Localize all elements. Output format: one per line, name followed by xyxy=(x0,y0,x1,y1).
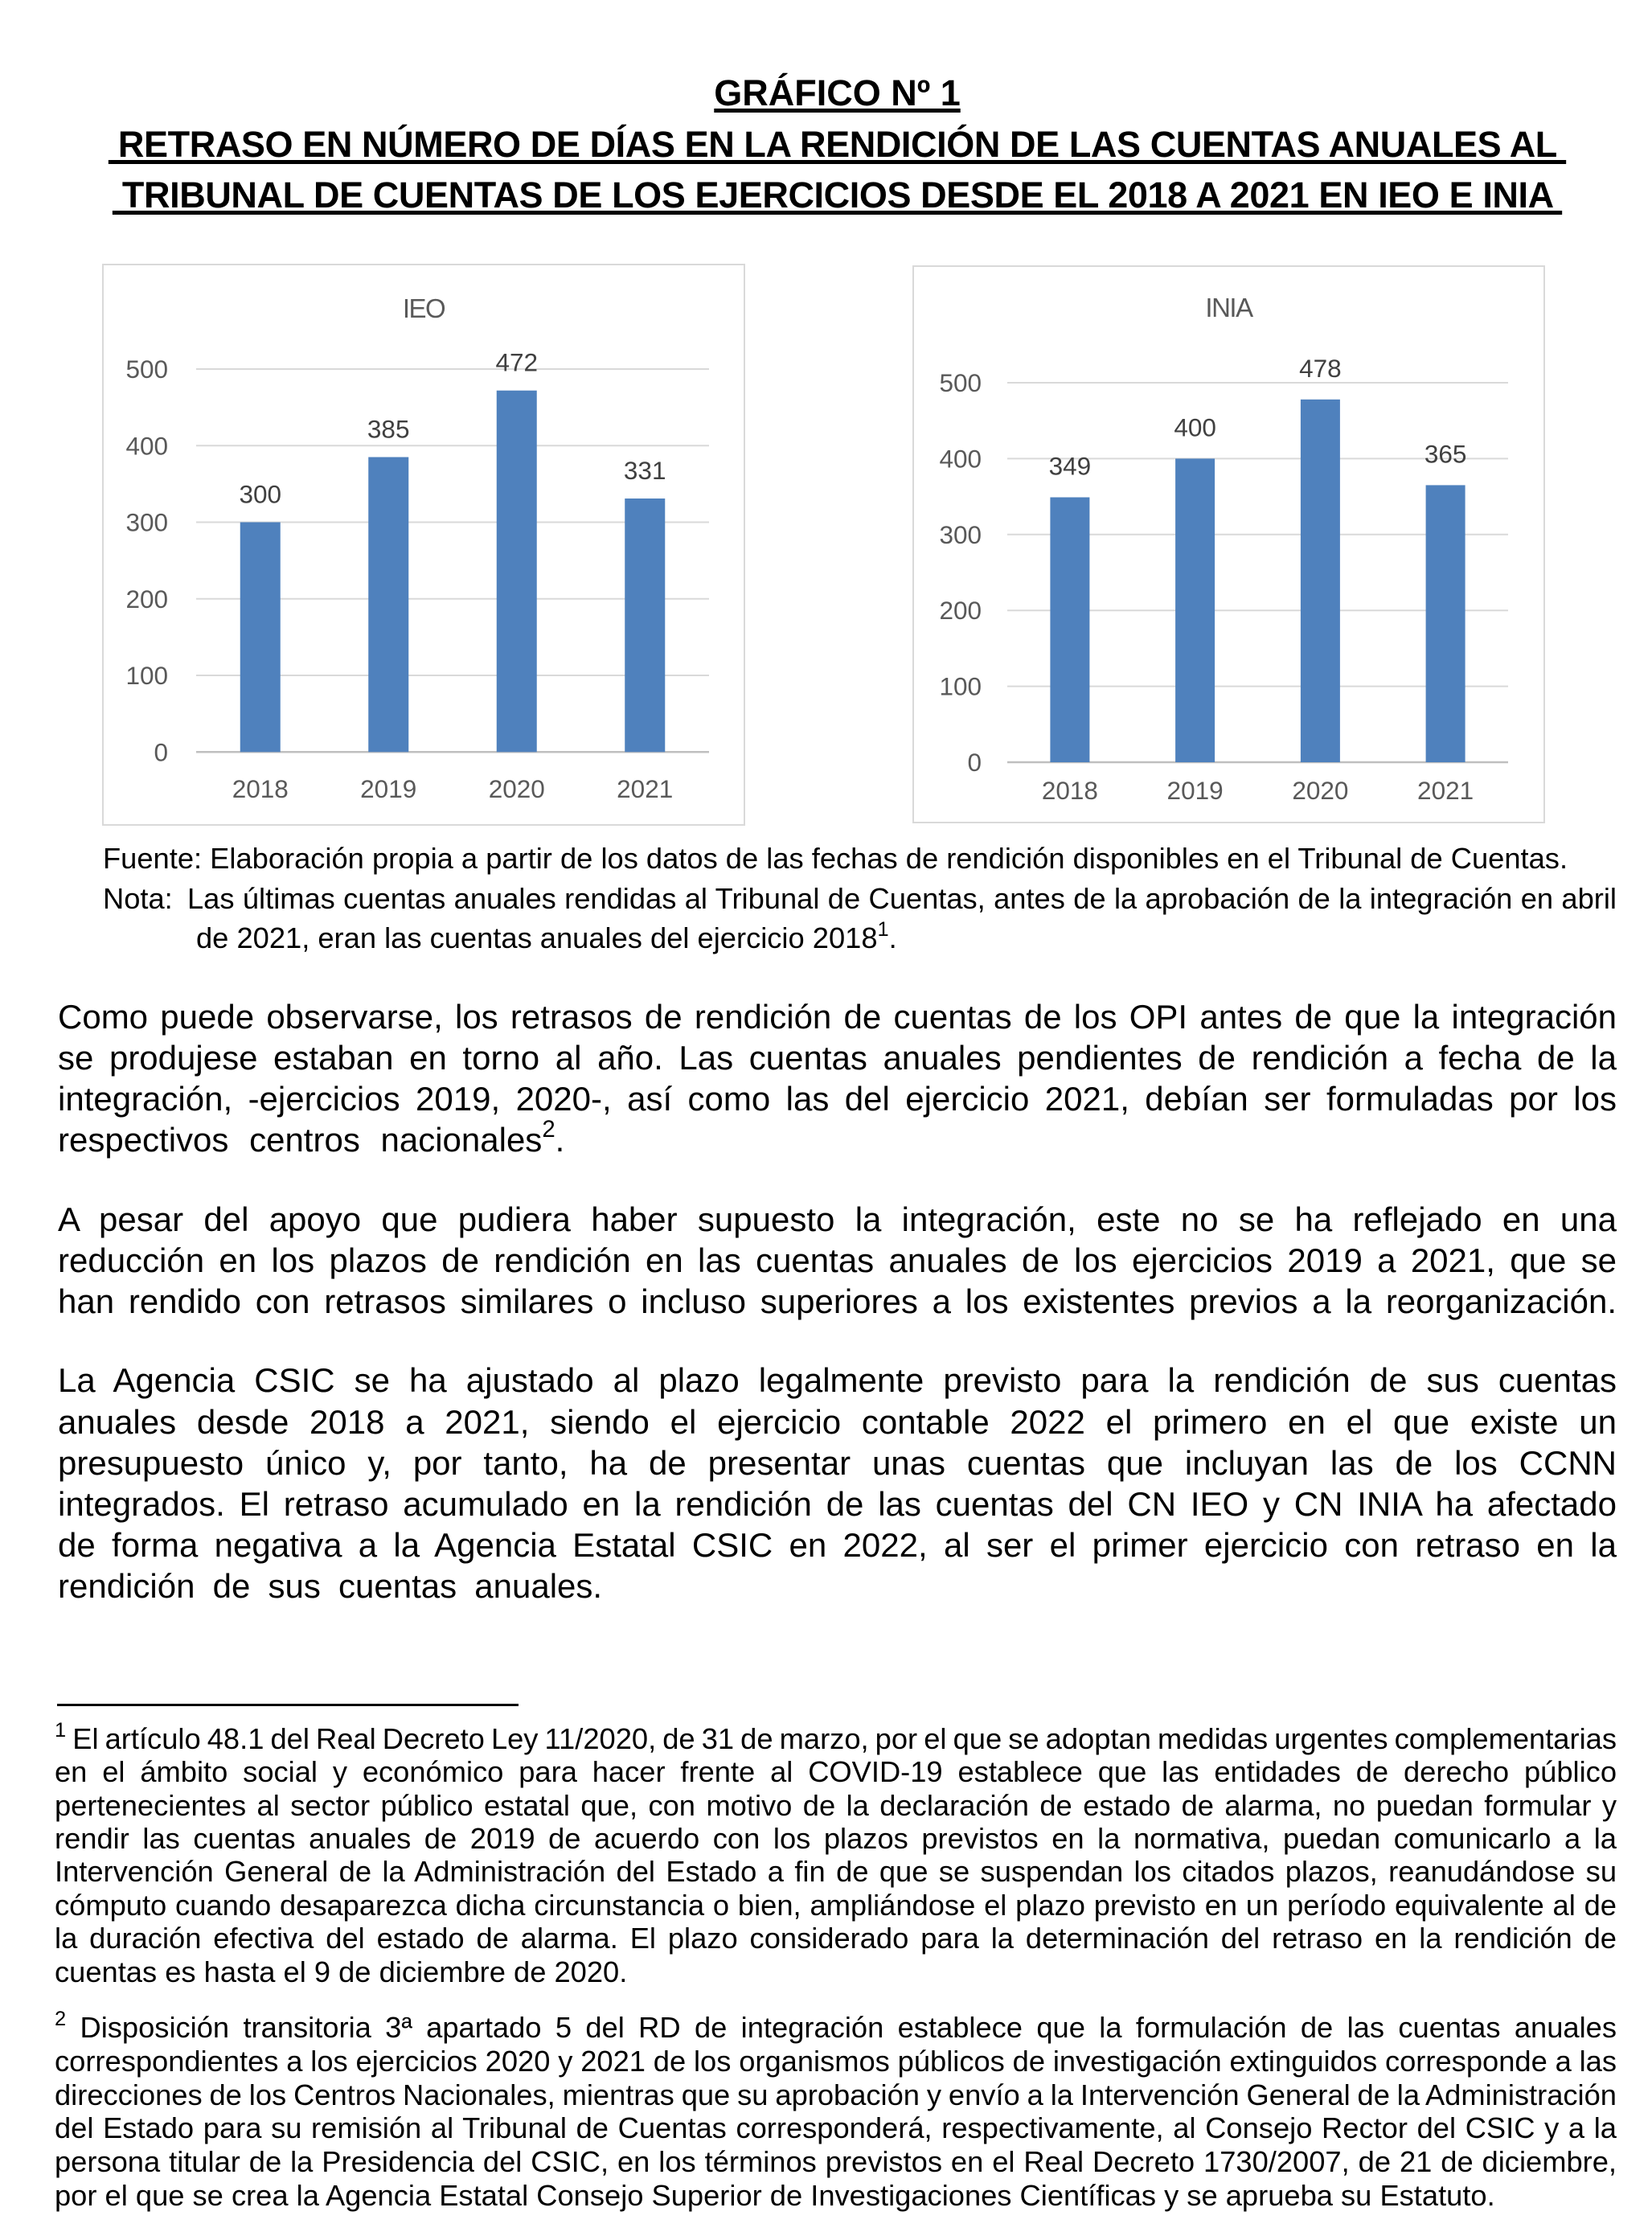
svg-text:500: 500 xyxy=(125,355,168,384)
svg-text:400: 400 xyxy=(939,444,982,473)
svg-text:400: 400 xyxy=(125,431,168,460)
svg-text:385: 385 xyxy=(367,415,410,444)
svg-text:2020: 2020 xyxy=(489,774,545,803)
svg-text:INIA: INIA xyxy=(1205,293,1253,322)
svg-text:500: 500 xyxy=(939,368,982,397)
svg-text:IEO: IEO xyxy=(403,293,445,323)
svg-text:300: 300 xyxy=(125,508,168,537)
svg-text:2021: 2021 xyxy=(1417,776,1474,805)
svg-text:2018: 2018 xyxy=(1042,776,1098,805)
svg-text:349: 349 xyxy=(1049,452,1092,481)
svg-text:472: 472 xyxy=(496,348,539,377)
svg-text:365: 365 xyxy=(1424,439,1467,468)
svg-text:478: 478 xyxy=(1299,354,1342,383)
svg-text:331: 331 xyxy=(624,456,666,485)
svg-text:100: 100 xyxy=(125,661,168,690)
svg-text:0: 0 xyxy=(967,748,982,777)
svg-text:200: 200 xyxy=(125,585,168,613)
svg-text:0: 0 xyxy=(154,737,168,766)
svg-text:100: 100 xyxy=(939,672,982,701)
svg-text:2019: 2019 xyxy=(360,774,416,803)
svg-text:400: 400 xyxy=(1174,412,1216,441)
svg-text:2020: 2020 xyxy=(1292,776,1348,805)
svg-text:300: 300 xyxy=(939,520,982,549)
svg-text:2018: 2018 xyxy=(232,774,289,803)
svg-text:2021: 2021 xyxy=(617,774,673,803)
svg-text:300: 300 xyxy=(240,480,282,509)
svg-text:2019: 2019 xyxy=(1167,776,1224,805)
svg-text:200: 200 xyxy=(939,596,982,625)
